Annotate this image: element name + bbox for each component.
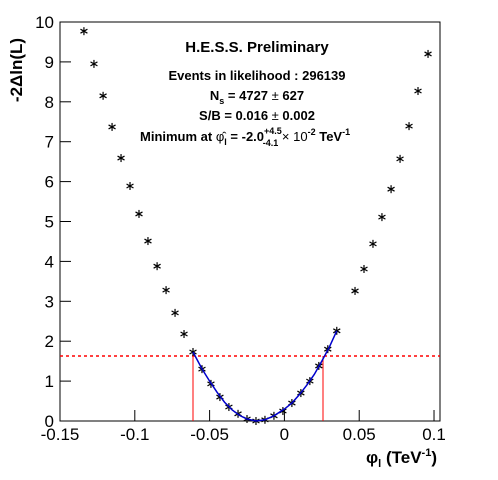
annotation-sub: -4.1 bbox=[263, 138, 279, 148]
y-tick-label: 0 bbox=[45, 412, 54, 431]
fit-curve bbox=[192, 330, 338, 422]
point bbox=[351, 286, 359, 295]
annotation-text: ± bbox=[272, 108, 279, 123]
point-stroke bbox=[387, 186, 395, 192]
annotation-text: TeV bbox=[316, 129, 343, 144]
x-label-text: φ bbox=[366, 448, 378, 467]
point-stroke bbox=[80, 28, 88, 34]
annotation-text: × 10 bbox=[278, 129, 307, 144]
point bbox=[360, 264, 368, 273]
point-stroke bbox=[180, 331, 188, 337]
annotation-sup: -1 bbox=[342, 127, 350, 137]
point bbox=[396, 154, 404, 163]
x-label-text: (TeV bbox=[381, 448, 422, 467]
x-label-sup: -1 bbox=[422, 447, 432, 459]
x-axis-label: φl (TeV-1) bbox=[366, 447, 437, 470]
point-stroke bbox=[162, 287, 170, 293]
point bbox=[80, 27, 88, 36]
annotation-text: = -2.0 bbox=[227, 129, 264, 144]
annotation: Ns = 4727 ± 627 bbox=[210, 88, 304, 106]
annotation-text: 0.002 bbox=[279, 108, 315, 123]
point bbox=[99, 91, 107, 100]
point-stroke bbox=[99, 93, 107, 99]
annotation-sub: l bbox=[224, 137, 227, 147]
point bbox=[117, 154, 125, 163]
point-stroke bbox=[351, 288, 359, 294]
x-label-sub: l bbox=[378, 458, 381, 470]
annotation-text: 627 bbox=[279, 88, 304, 103]
annotation-text: Events in likelihood : 296139 bbox=[168, 68, 345, 83]
x-tick-label: -0.05 bbox=[190, 425, 229, 444]
point-stroke bbox=[360, 266, 368, 272]
point bbox=[153, 262, 161, 271]
y-tick-label: 5 bbox=[45, 213, 54, 232]
point-stroke bbox=[153, 263, 161, 269]
annotation-text: = 4727 bbox=[224, 88, 271, 103]
x-tick-label: -0.1 bbox=[120, 425, 149, 444]
annotation: Events in likelihood : 296139 bbox=[168, 68, 345, 83]
annotation-sup: +4.5 bbox=[264, 126, 282, 136]
point bbox=[108, 122, 116, 131]
point-stroke bbox=[135, 211, 143, 217]
point-stroke bbox=[396, 156, 404, 162]
y-tick-label: 4 bbox=[45, 252, 54, 271]
point-stroke bbox=[126, 183, 134, 189]
annotation-sub: s bbox=[219, 96, 224, 106]
point-stroke bbox=[378, 214, 386, 220]
point-stroke bbox=[108, 124, 116, 130]
y-tick-label: 8 bbox=[45, 93, 54, 112]
point-stroke bbox=[117, 155, 125, 161]
y-tick-label: 1 bbox=[45, 372, 54, 391]
point-stroke bbox=[144, 238, 152, 244]
annotation-text: N bbox=[210, 88, 219, 103]
point bbox=[414, 87, 422, 96]
point bbox=[180, 330, 188, 339]
y-tick-label: 7 bbox=[45, 133, 54, 152]
point-stroke bbox=[424, 51, 432, 57]
point-stroke bbox=[414, 88, 422, 94]
point bbox=[144, 237, 152, 246]
annotation: S/B = 0.016 ± 0.002 bbox=[199, 108, 315, 123]
x-tick-label: 0.05 bbox=[343, 425, 376, 444]
point bbox=[126, 181, 134, 190]
point-stroke bbox=[171, 310, 179, 316]
y-tick-label: 3 bbox=[45, 292, 54, 311]
annotation-text: S/B = 0.016 bbox=[199, 108, 272, 123]
point bbox=[387, 185, 395, 194]
x-tick-label: 0 bbox=[280, 425, 289, 444]
annotation-text: Minimum at bbox=[140, 129, 216, 144]
point bbox=[424, 49, 432, 58]
x-tick-label: -0.15 bbox=[41, 425, 80, 444]
x-tick-label: 0.1 bbox=[422, 425, 446, 444]
x-label-text: ) bbox=[431, 448, 437, 467]
point bbox=[135, 209, 143, 218]
annotation: Minimum at φ̂l = -2.0+4.5 -4.1 × 10-2 TeV… bbox=[140, 126, 350, 148]
point bbox=[171, 308, 179, 317]
point-stroke bbox=[369, 241, 377, 247]
point-stroke bbox=[90, 61, 98, 67]
point bbox=[90, 59, 98, 68]
annotation-text: φ̂ bbox=[216, 129, 227, 144]
y-tick-label: 9 bbox=[45, 53, 54, 72]
point bbox=[405, 122, 413, 131]
annotation-text: ± bbox=[272, 88, 279, 103]
point-stroke bbox=[405, 123, 413, 129]
y-tick-label: 6 bbox=[45, 173, 54, 192]
annotation-sup: -2 bbox=[308, 127, 316, 137]
point bbox=[378, 213, 386, 222]
y-axis-label: -2Δln(L) bbox=[7, 38, 26, 102]
chart-title: H.E.S.S. Preliminary bbox=[185, 39, 329, 56]
point bbox=[369, 239, 377, 248]
y-tick-label: 2 bbox=[45, 332, 54, 351]
point bbox=[162, 286, 170, 295]
y-tick-label: 10 bbox=[35, 13, 54, 32]
